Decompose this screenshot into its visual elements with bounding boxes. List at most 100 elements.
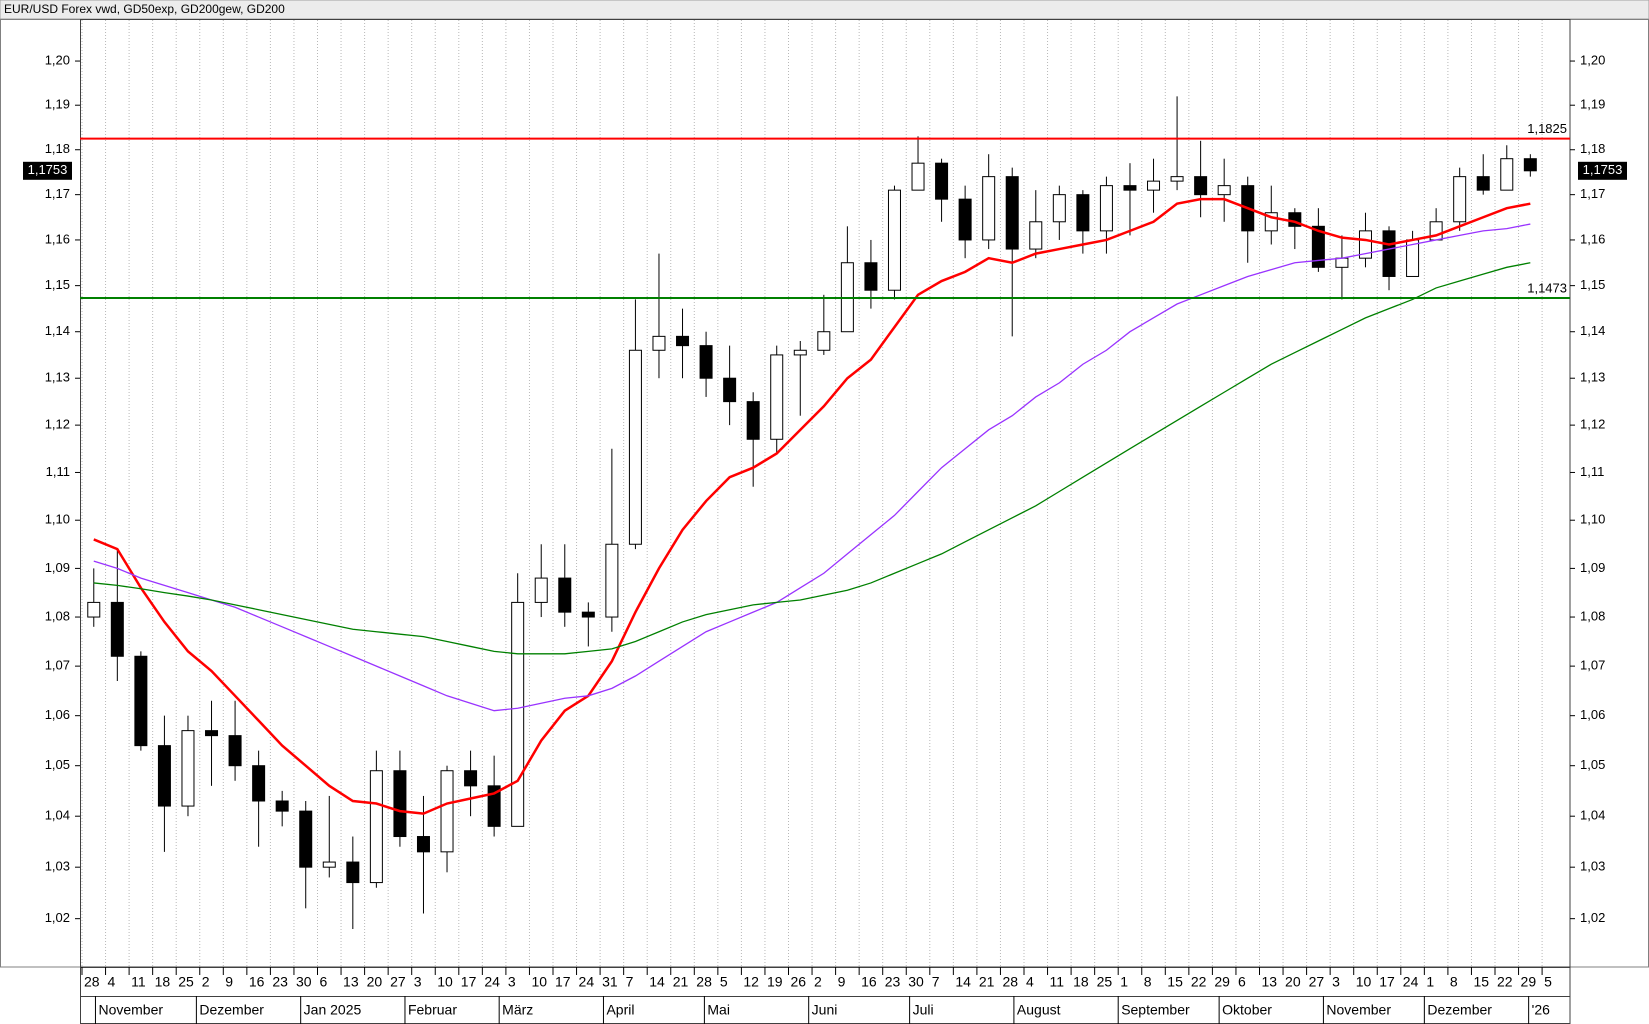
candle-body xyxy=(369,770,383,884)
month-label: September xyxy=(1121,1002,1190,1018)
candle-body xyxy=(581,611,595,618)
x-tick-label: 1 xyxy=(1120,974,1128,990)
candle-body xyxy=(157,745,171,807)
candle-body xyxy=(1382,230,1396,277)
y-tick-label: 1,14 xyxy=(45,323,70,338)
candle-body xyxy=(982,176,996,241)
x-tick-label: 3 xyxy=(414,974,422,990)
x-tick-label: 24 xyxy=(579,974,595,990)
y-tick-label-right: 1,19 xyxy=(1580,97,1605,112)
x-tick-label: 31 xyxy=(602,974,618,990)
candle-body xyxy=(723,377,737,403)
y-tick-label-right: 1,15 xyxy=(1580,277,1605,292)
candle-body xyxy=(252,765,266,802)
x-tick-label: 30 xyxy=(908,974,924,990)
x-tick-label: 17 xyxy=(461,974,477,990)
y-tick-label: 1,20 xyxy=(45,52,70,67)
x-tick-label: 27 xyxy=(390,974,406,990)
x-tick-label: 13 xyxy=(1262,974,1278,990)
candle-body xyxy=(487,785,501,827)
y-tick-label: 1,13 xyxy=(45,370,70,385)
candle-body xyxy=(534,577,548,603)
y-tick-label-right: 1,13 xyxy=(1580,370,1605,385)
y-tick-label-right: 1,12 xyxy=(1580,417,1605,432)
x-tick-label: 25 xyxy=(1097,974,1113,990)
x-tick-label: 15 xyxy=(1473,974,1489,990)
candle-body xyxy=(87,601,101,618)
candle-body xyxy=(911,162,925,191)
candle-body xyxy=(958,198,972,241)
x-tick-label: 13 xyxy=(343,974,359,990)
candle-body xyxy=(1099,185,1113,232)
y-tick-label: 1,16 xyxy=(45,231,70,246)
x-tick-label: 25 xyxy=(178,974,194,990)
x-tick-label: 30 xyxy=(296,974,312,990)
x-tick-label: 18 xyxy=(1073,974,1089,990)
x-tick-label: 17 xyxy=(555,974,571,990)
moving-average-line xyxy=(93,262,1531,655)
candle-body xyxy=(1170,176,1184,182)
candle-body xyxy=(228,735,242,767)
candle-body xyxy=(1194,176,1208,196)
x-tick-label: 7 xyxy=(932,974,940,990)
candle-body xyxy=(558,577,572,613)
candle-body xyxy=(628,349,642,545)
x-tick-label: 28 xyxy=(1002,974,1018,990)
x-tick-label: 24 xyxy=(484,974,500,990)
candle-body xyxy=(605,543,619,618)
plot-area xyxy=(80,19,1571,968)
y-tick-label-right: 1,16 xyxy=(1580,231,1605,246)
month-label: November xyxy=(1326,1002,1391,1018)
x-tick-label: 29 xyxy=(1214,974,1230,990)
month-label: November xyxy=(98,1002,163,1018)
candle-body xyxy=(1311,225,1325,268)
y-tick-label-right: 1,20 xyxy=(1580,52,1605,67)
date-row xyxy=(80,967,1571,997)
x-tick-label: 21 xyxy=(673,974,689,990)
x-tick-label: 26 xyxy=(791,974,807,990)
y-tick-label: 1,04 xyxy=(45,808,70,823)
x-tick-label: 16 xyxy=(249,974,265,990)
month-label: Jan 2025 xyxy=(304,1002,362,1018)
x-tick-label: 18 xyxy=(155,974,171,990)
y-tick-label: 1,17 xyxy=(45,186,70,201)
x-tick-label: 6 xyxy=(1238,974,1246,990)
candle-body xyxy=(1500,158,1514,191)
candle-body xyxy=(1076,194,1090,232)
candle-body xyxy=(181,730,195,807)
candle-body xyxy=(134,655,148,747)
candle-body xyxy=(1147,180,1161,191)
y-tick-label: 1,12 xyxy=(45,417,70,432)
month-label: April xyxy=(606,1002,634,1018)
candle-body xyxy=(511,601,525,827)
y-tick-label-right: 1,08 xyxy=(1580,608,1605,623)
candle-body xyxy=(393,770,407,838)
x-tick-label: 10 xyxy=(437,974,453,990)
candle-body xyxy=(346,861,360,884)
x-tick-label: 11 xyxy=(1050,974,1065,990)
x-tick-label: 11 xyxy=(131,974,146,990)
x-tick-label: 2 xyxy=(202,974,210,990)
moving-average-line xyxy=(93,197,1531,815)
x-tick-label: 6 xyxy=(320,974,328,990)
y-tick-label: 1,05 xyxy=(45,757,70,772)
y-tick-label: 1,11 xyxy=(46,464,70,479)
month-label: Juni xyxy=(812,1002,838,1018)
candle-body xyxy=(299,810,313,868)
x-tick-label: 23 xyxy=(272,974,288,990)
candle-body xyxy=(1453,176,1467,223)
x-tick-label: 2 xyxy=(814,974,822,990)
candle-body xyxy=(322,861,336,868)
month-label: Oktober xyxy=(1222,1002,1272,1018)
x-tick-label: 3 xyxy=(508,974,516,990)
candle-body xyxy=(1358,230,1372,259)
candle-body xyxy=(652,335,666,351)
candle-body xyxy=(440,770,454,853)
last-price-box-right xyxy=(1578,161,1627,180)
y-tick-label-right: 1,02 xyxy=(1580,910,1605,925)
candle-body xyxy=(275,800,289,812)
candle-body xyxy=(817,331,831,351)
x-tick-label: 20 xyxy=(1285,974,1301,990)
x-tick-label: 29 xyxy=(1521,974,1537,990)
x-tick-label: 28 xyxy=(84,974,100,990)
